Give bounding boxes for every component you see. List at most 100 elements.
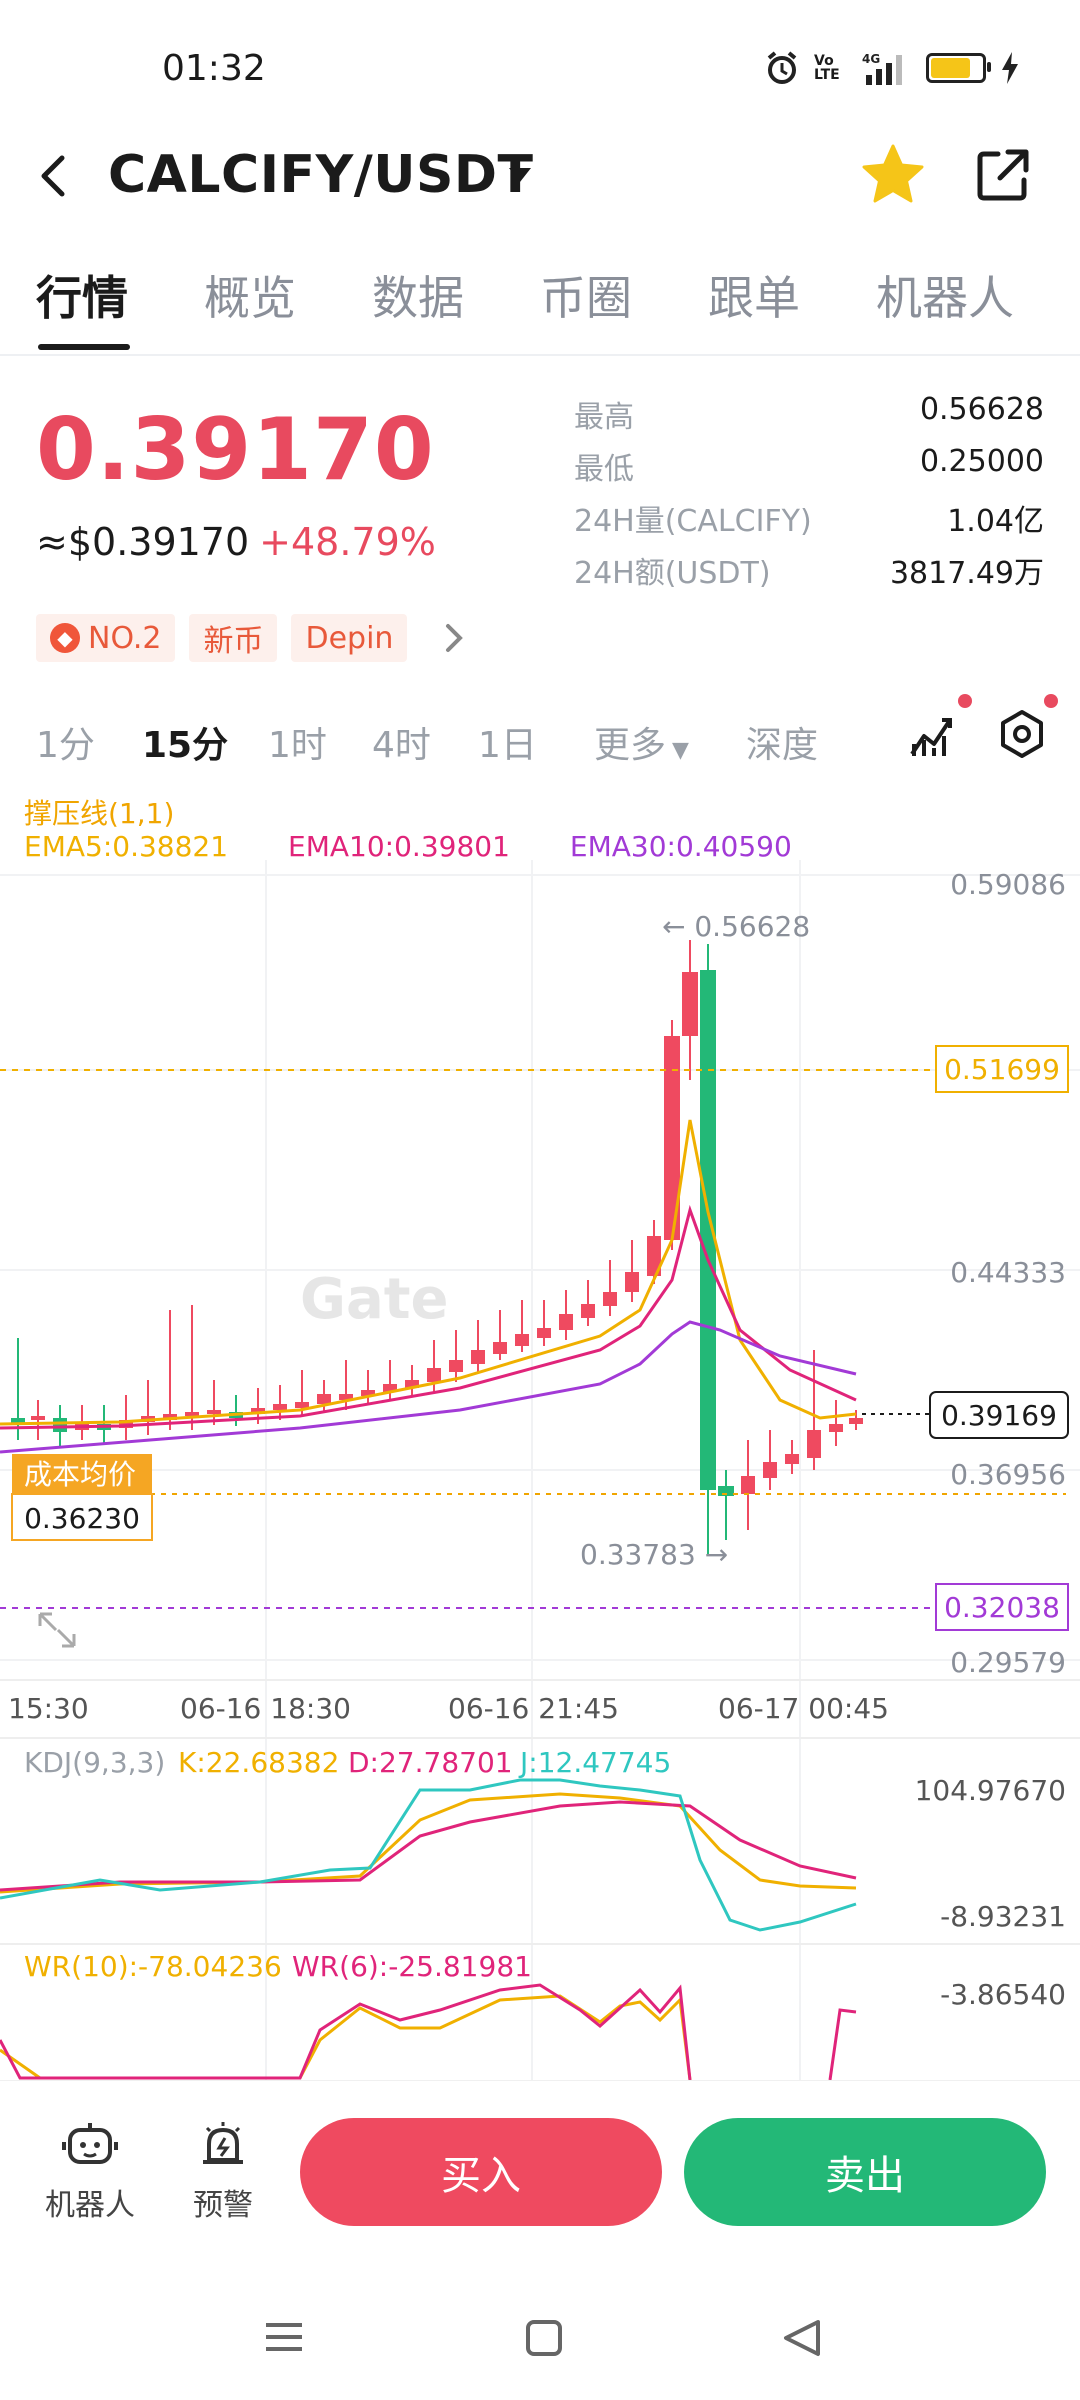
current-price-tag[interactable] xyxy=(929,1391,1069,1439)
kdj-d-line xyxy=(0,1800,857,1892)
candle xyxy=(361,1390,375,1396)
candle xyxy=(185,1412,199,1416)
candle xyxy=(11,1418,25,1424)
tab-copy-trade[interactable]: 跟单 xyxy=(708,271,800,325)
candle xyxy=(647,1236,661,1276)
status-icons: Vo LTE 4G xyxy=(764,50,1020,86)
current-price-value: 0.39169 xyxy=(941,1399,1057,1432)
rank-tag[interactable]: ◆ NO.2 xyxy=(36,614,176,662)
candle xyxy=(295,1402,309,1408)
ema-legend: EMA5:0.38821 EMA10:0.39801 EMA30:0.40590 xyxy=(24,830,792,863)
svg-text:4G: 4G xyxy=(862,52,880,66)
charging-icon xyxy=(1002,52,1018,84)
candle xyxy=(829,1424,843,1432)
sell-button[interactable]: 卖出 xyxy=(684,2118,1046,2226)
settings-icon[interactable] xyxy=(994,706,1050,762)
tab-market[interactable]: 行情 xyxy=(36,271,128,325)
candle xyxy=(273,1404,287,1410)
category-tag[interactable]: Depin xyxy=(291,614,408,662)
interval-1h[interactable]: 1时 xyxy=(268,725,327,766)
support-value: 0.32038 xyxy=(944,1591,1060,1624)
candle xyxy=(163,1414,177,1420)
candle xyxy=(53,1418,67,1432)
dropdown-icon[interactable] xyxy=(505,160,535,190)
fullscreen-icon[interactable] xyxy=(38,1612,76,1648)
candle xyxy=(785,1454,799,1464)
candle xyxy=(603,1292,617,1306)
stat-low-label: 最低 xyxy=(574,452,634,487)
buy-button[interactable]: 买入 xyxy=(300,2118,662,2226)
resistance-tag[interactable] xyxy=(935,1045,1069,1093)
candle xyxy=(339,1394,353,1400)
share-icon[interactable] xyxy=(968,140,1038,210)
tab-data[interactable]: 数据 xyxy=(372,271,464,325)
candle xyxy=(537,1328,551,1338)
tab-overview[interactable]: 概览 xyxy=(204,271,296,325)
chevron-right-icon[interactable] xyxy=(436,620,472,656)
candle xyxy=(559,1314,573,1330)
kdj-max: 104.97670 xyxy=(915,1774,1066,1807)
interval-4h[interactable]: 4时 xyxy=(372,725,431,766)
back-nav-icon[interactable] xyxy=(784,2320,820,2356)
home-icon[interactable] xyxy=(526,2320,562,2356)
interval-1d[interactable]: 1日 xyxy=(478,725,537,766)
kdj-j-line xyxy=(0,1778,857,1932)
candle xyxy=(383,1384,397,1392)
ema30-line xyxy=(0,1320,857,1454)
ema30-label: EMA30:0.40590 xyxy=(569,830,792,863)
interval-1m[interactable]: 1分 xyxy=(36,725,95,766)
cost-label-bg xyxy=(12,1454,152,1494)
kdj-k: K:22.68382 xyxy=(178,1746,339,1779)
change-percent: +48.79% xyxy=(259,520,436,564)
y-tick-top: 0.59086 xyxy=(950,868,1066,901)
candlestick-chart[interactable]: Gate 0.59086 0.44333 0.36956 0.29579 0.5… xyxy=(0,780,1080,2080)
kdj-k-line xyxy=(0,1792,857,1894)
divider xyxy=(0,354,1080,356)
wr-lines xyxy=(0,1983,857,2080)
battery-icon xyxy=(926,53,991,83)
tab-bots[interactable]: 机器人 xyxy=(876,271,1014,325)
menu-icon[interactable] xyxy=(266,2323,302,2351)
stat-volume-label: 24H量(CALCIFY) xyxy=(574,504,812,539)
wr6-line-tail xyxy=(828,2008,857,2080)
interval-more[interactable]: 更多 ▼ xyxy=(594,716,689,768)
alert-nav[interactable]: 预警 xyxy=(178,2118,268,2224)
ema-lines xyxy=(0,1119,857,1454)
stat-volume-value: 1.04亿 xyxy=(947,504,1044,539)
interval-more-label: 更多 xyxy=(594,725,667,766)
pair-title[interactable]: CALCIFY/USDT xyxy=(108,145,534,205)
depth-tab[interactable]: 深度 xyxy=(746,725,819,766)
candle xyxy=(207,1410,221,1414)
stat-high-value: 0.56628 xyxy=(919,392,1044,427)
tab-community[interactable]: 币圈 xyxy=(540,271,632,325)
cost-label: 成本均价 xyxy=(24,1458,136,1491)
robot-icon xyxy=(62,2123,118,2164)
candle xyxy=(405,1380,419,1388)
candle xyxy=(427,1368,441,1382)
volte-icon: Vo LTE xyxy=(814,53,840,83)
back-button[interactable] xyxy=(26,146,86,206)
interval-15m[interactable]: 15分 xyxy=(142,725,229,766)
new-coin-tag[interactable]: 新币 xyxy=(189,614,278,662)
robot-nav[interactable]: 机器人 xyxy=(40,2118,140,2224)
candle xyxy=(718,1486,734,1496)
stat-high-label: 最高 xyxy=(574,400,634,435)
tag-list: ◆ NO.2 新币 Depin xyxy=(36,614,408,662)
candle xyxy=(471,1350,485,1364)
support-tag[interactable] xyxy=(935,1583,1069,1631)
stat-low-value: 0.25000 xyxy=(919,444,1044,479)
robot-nav-label: 机器人 xyxy=(45,2188,135,2223)
alarm-bell-icon xyxy=(203,2122,243,2164)
kdj-lines xyxy=(0,1778,857,1932)
star-icon[interactable] xyxy=(858,140,928,210)
chart-grid xyxy=(0,860,1080,2080)
indicators-icon[interactable] xyxy=(904,706,960,762)
fiat-price-line: ≈$0.39170 +48.79% xyxy=(36,520,436,564)
last-price: 0.39170 xyxy=(36,400,435,500)
candle xyxy=(119,1420,133,1428)
time-tick-1: 15:30 xyxy=(8,1692,89,1725)
candle xyxy=(682,972,698,1036)
status-time: 01:32 xyxy=(162,48,266,89)
kdj-min: -8.93231 xyxy=(940,1900,1066,1933)
wr6-line xyxy=(0,1983,692,2080)
